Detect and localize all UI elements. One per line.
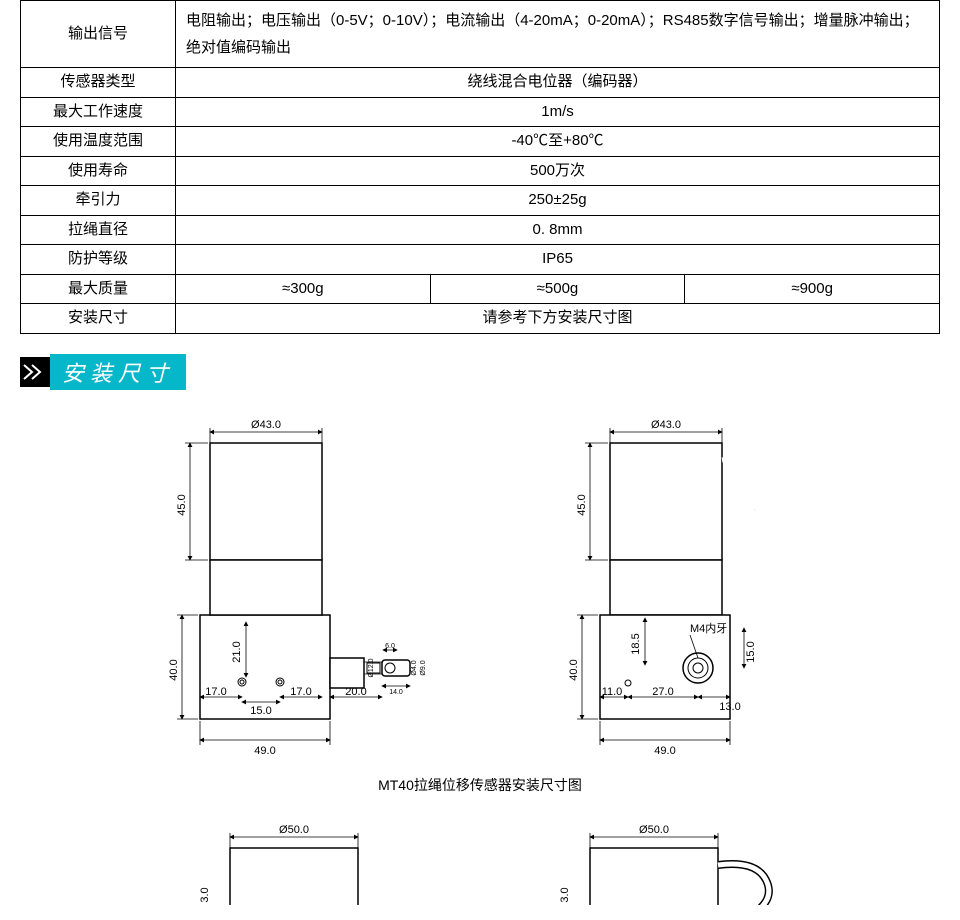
spec-value: ≈300g (176, 274, 431, 304)
dim2-base-w: 49.0 (654, 745, 675, 757)
spec-label: 安装尺寸 (21, 304, 176, 334)
spec-row: 拉绳直径0. 8mm (21, 215, 940, 245)
section-title: 安装尺寸 (50, 354, 186, 390)
spec-label: 牵引力 (21, 186, 176, 216)
dim-a-bot: 14.0 (389, 689, 403, 696)
spec-row: 传感器类型绕线混合电位器（编码器） (21, 68, 940, 98)
drawing-side-mt40: Ø43.0 45.0 40.0 M4内牙 (530, 400, 870, 760)
dim-base-h: 40.0 (168, 659, 180, 680)
spec-row: 输出信号电阻输出；电压输出（0-5V；0-10V）；电流输出（4-20mA；0-… (21, 1, 940, 68)
spec-table: 输出信号电阻输出；电压输出（0-5V；0-10V）；电流输出（4-20mA；0-… (20, 0, 940, 334)
dim2-v2: 15.0 (745, 641, 757, 662)
spec-label: 最大工作速度 (21, 97, 176, 127)
drawing-front-mt50-partial: Ø50.0 3.0 (130, 815, 450, 905)
dim-a-top: 6.0 (385, 643, 395, 650)
spec-label: 防护等级 (21, 245, 176, 275)
spec-value: 请参考下方安装尺寸图 (176, 304, 940, 334)
spec-row: 使用温度范围-40℃至+80℃ (21, 127, 940, 157)
thread-label: M4内牙 (690, 621, 727, 635)
spec-label: 最大质量 (21, 274, 176, 304)
chevron-icon (20, 357, 50, 387)
dim-a-d3: Ø9.0 (420, 660, 427, 675)
dim-a-d1: Ø12.0 (368, 658, 375, 677)
spec-value: IP65 (176, 245, 940, 275)
spec-row: 使用寿命500万次 (21, 156, 940, 186)
dim-h1: 17.0 (205, 686, 226, 698)
spec-row: 最大质量≈300g≈500g≈900g (21, 274, 940, 304)
spec-label: 拉绳直径 (21, 215, 176, 245)
drawings-area: Ø43.0 45.0 40.0 21.0 (20, 400, 940, 905)
dim-21: 21.0 (231, 641, 243, 662)
spec-value: 电阻输出；电压输出（0-5V；0-10V）；电流输出（4-20mA；0-20mA… (176, 1, 940, 68)
spec-value: 0. 8mm (176, 215, 940, 245)
spec-row: 最大工作速度1m/s (21, 97, 940, 127)
spec-value: 500万次 (176, 156, 940, 186)
dim-h3: 17.0 (290, 686, 311, 698)
spec-label: 使用寿命 (21, 156, 176, 186)
spec-row: 安装尺寸请参考下方安装尺寸图 (21, 304, 940, 334)
dim4-v: 3.0 (559, 887, 571, 902)
dim-a-d2: Ø4.0 (411, 660, 418, 675)
dim2-h1: 11.0 (602, 686, 623, 698)
dim2-h2: 27.0 (652, 686, 673, 698)
spec-label: 使用温度范围 (21, 127, 176, 157)
dim3-v: 3.0 (199, 887, 211, 902)
dim2-v1: 18.5 (630, 633, 642, 654)
dim2-cyl-h: 45.0 (576, 494, 588, 515)
dim-top-dia: Ø43.0 (251, 419, 281, 431)
spec-value: ≈500g (430, 274, 685, 304)
spec-row: 牵引力250±25g (21, 186, 940, 216)
dim-h2: 15.0 (250, 705, 271, 717)
spec-row: 防护等级IP65 (21, 245, 940, 275)
dim3-dia: Ø50.0 (279, 824, 309, 836)
spec-value: ≈900g (685, 274, 940, 304)
section-header: 安装尺寸 (20, 354, 960, 390)
drawing-side-mt50-partial: Ø50.0 3.0 (510, 815, 830, 905)
spec-value: 1m/s (176, 97, 940, 127)
drawing-caption-1: MT40拉绳位移传感器安装尺寸图 (20, 775, 940, 795)
spec-value: 绕线混合电位器（编码器） (176, 68, 940, 98)
spec-label: 输出信号 (21, 1, 176, 68)
spec-value: -40℃至+80℃ (176, 127, 940, 157)
dim-base-w: 49.0 (254, 745, 275, 757)
dim2-base-h: 40.0 (568, 659, 580, 680)
dim-cyl-h: 45.0 (176, 494, 188, 515)
spec-label: 传感器类型 (21, 68, 176, 98)
drawing-front-mt40: Ø43.0 45.0 40.0 21.0 (90, 400, 470, 760)
spec-value: 250±25g (176, 186, 940, 216)
dim2-top-dia: Ø43.0 (651, 419, 681, 431)
dim4-dia: Ø50.0 (639, 824, 669, 836)
dim2-h3: 13.0 (719, 701, 740, 713)
